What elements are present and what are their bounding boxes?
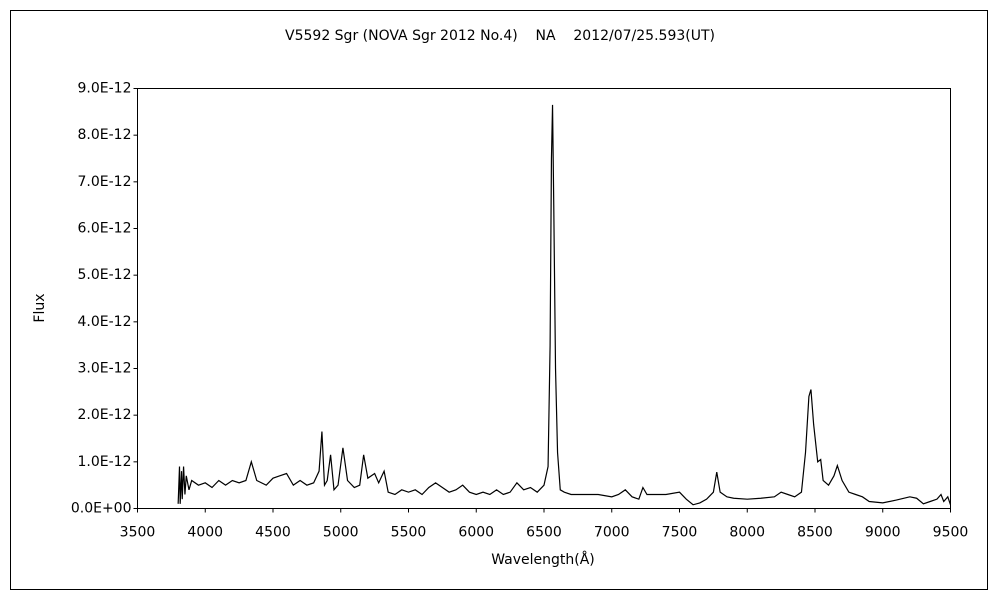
x-tick-label: 9500	[933, 525, 969, 541]
plot-area	[137, 88, 951, 509]
x-tick-label: 4000	[187, 525, 223, 541]
x-tick-label: 8500	[797, 525, 833, 541]
y-tick-label: 4.0E-12	[78, 314, 132, 330]
x-tick-label: 4500	[255, 525, 291, 541]
x-tick-label: 5000	[323, 525, 359, 541]
y-tick-label: 6.0E-12	[78, 221, 132, 237]
x-axis-label: Wavelength(Å)	[491, 551, 595, 568]
spectrum-line	[177, 104, 952, 506]
x-tick-label: 9000	[865, 525, 901, 541]
y-tick-label: 7.0E-12	[78, 174, 132, 190]
y-axis-label: Flux	[32, 293, 48, 322]
x-tick-label: 6500	[526, 525, 562, 541]
x-tick-label: 8000	[729, 525, 765, 541]
y-tick-label: 2.0E-12	[78, 407, 132, 423]
y-tick-label: 5.0E-12	[78, 267, 132, 283]
y-tick-label: 1.0E-12	[78, 454, 132, 470]
y-tick-label: 3.0E-12	[78, 361, 132, 377]
x-tick-label: 5500	[391, 525, 427, 541]
x-tick-label: 6000	[458, 525, 494, 541]
y-tick-label: 0.0E+00	[71, 501, 132, 517]
x-tick-label: 7500	[662, 525, 698, 541]
y-tick-label: 8.0E-12	[78, 127, 132, 143]
x-tick-label: 7000	[594, 525, 630, 541]
chart-title: V5592 Sgr (NOVA Sgr 2012 No.4) NA 2012/0…	[285, 28, 715, 44]
y-tick-label: 9.0E-12	[78, 81, 132, 97]
x-tick-label: 3500	[120, 525, 156, 541]
